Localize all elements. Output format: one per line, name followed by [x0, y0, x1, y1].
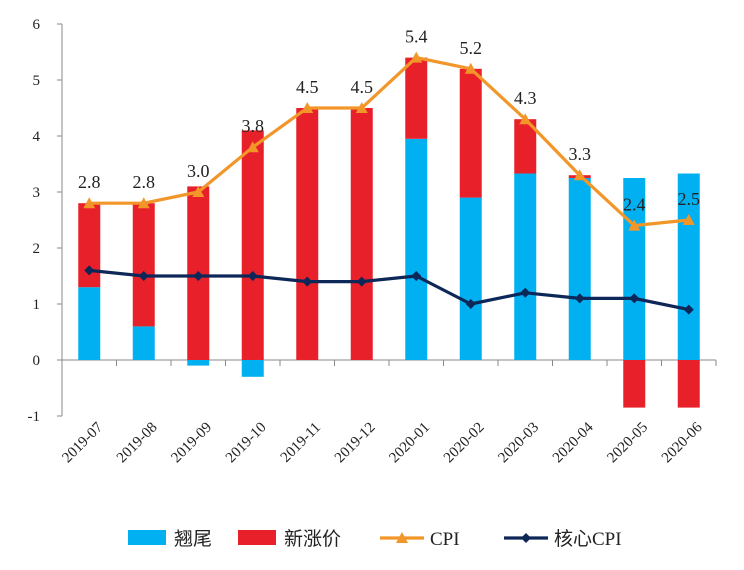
x-tick-label: 2020-04 [550, 419, 597, 466]
legend-label-core-cpi: 核心CPI [554, 528, 622, 550]
labels-layer: 2.8 2.8 3.0 3.8 4.5 4.5 5.4 5.2 4.3 3.3 2.4 2.5 [78, 27, 700, 215]
y-tick-label: 2 [33, 241, 41, 257]
cpi-data-label-2019-11: 4.5 [296, 77, 319, 97]
legend-label-carryover: 翘尾 [174, 528, 212, 550]
x-tick-label: 2019-08 [114, 420, 161, 467]
core-cpi-point-2019-08 [138, 271, 149, 281]
cpi-data-label-2019-12: 4.5 [351, 77, 374, 97]
core-cpi-point-2020-02 [465, 299, 476, 309]
cpi-point-2020-04 [573, 169, 586, 181]
bar-new-price-2019-10 [241, 130, 264, 360]
bar-carryover-2019-09 [187, 360, 210, 366]
x-tick-label: 2020-01 [386, 420, 433, 467]
cpi-data-label-2019-08: 2.8 [133, 172, 156, 192]
core-cpi-point-2020-05 [629, 293, 640, 304]
core-cpi-line [89, 268, 690, 312]
cpi-point-2019-09 [192, 186, 205, 197]
y-tick-label: -1 [28, 409, 41, 425]
cpi-point-2019-12 [355, 102, 368, 113]
core-cpi-point-2020-04 [574, 293, 585, 304]
x-tick-label: 2019-07 [59, 419, 106, 466]
x-tick-label: 2019-11 [278, 420, 324, 466]
cpi-point-2020-02 [464, 62, 477, 74]
cpi-data-label-2020-01: 5.4 [405, 27, 428, 47]
y-tick-label: 1 [33, 297, 41, 313]
core-cpi-point-2020-01 [411, 271, 422, 281]
legend: 翘尾 新涨价 CPI 核心CPI [128, 528, 622, 550]
bar-new-price-2020-05 [623, 360, 646, 408]
cpi-point-2019-11 [301, 102, 314, 113]
x-tick-label: 2020-02 [441, 420, 488, 467]
cpi-point-2019-10 [246, 141, 259, 153]
core-cpi-point-2019-09 [193, 271, 204, 281]
bar-new-price-2019-07 [78, 203, 101, 288]
core-cpi-point-2019-07 [84, 265, 95, 276]
x-tick-label: 2020-03 [495, 420, 542, 467]
bar-carryover-2020-02 [459, 197, 482, 360]
bar-new-price-2020-06 [677, 360, 700, 408]
bar-new-price-2019-11 [296, 108, 319, 360]
cpi-point-2020-06 [682, 214, 695, 225]
cpi-point-2020-03 [519, 113, 532, 125]
cpi-data-label-2019-10: 3.8 [242, 116, 265, 136]
lines-layer [83, 51, 695, 315]
y-tick-label: 0 [33, 353, 41, 369]
legend-marker-cpi [396, 532, 408, 543]
cpi-data-label-2020-06: 2.5 [678, 189, 701, 209]
core-cpi-point-2019-11 [302, 276, 313, 287]
legend-label-new-price: 新涨价 [284, 528, 341, 550]
cpi-point-2020-05 [628, 219, 641, 231]
bar-carryover-2019-10 [241, 360, 264, 377]
bar-new-price-2020-02 [459, 68, 482, 198]
x-tick-label: 2019-09 [168, 420, 215, 467]
x-tick-label: 2020-06 [659, 419, 706, 466]
legend-swatch-new-price [238, 530, 276, 545]
cpi-data-label-2020-02: 5.2 [460, 38, 483, 58]
cpi-data-label-2020-04: 3.3 [569, 144, 592, 164]
bar-new-price-2019-12 [350, 108, 373, 360]
x-tick-label: 2019-12 [332, 420, 379, 467]
cpi-point-2019-08 [137, 197, 150, 209]
cpi-data-label-2019-07: 2.8 [78, 172, 101, 192]
y-tick-label: 4 [33, 129, 41, 145]
x-tick-label: 2020-05 [604, 420, 651, 467]
bar-carryover-2019-07 [78, 287, 101, 360]
core-cpi-point-2020-06 [683, 304, 694, 315]
bar-new-price-2019-08 [132, 203, 155, 327]
bar-carryover-2020-03 [514, 173, 537, 360]
bar-new-price-2020-03 [514, 119, 537, 174]
legend-swatch-carryover [128, 530, 166, 545]
core-cpi-point-2019-10 [247, 271, 258, 281]
y-tick-label: 5 [33, 73, 41, 89]
bar-carryover-2020-04 [568, 178, 591, 360]
legend-label-cpi: CPI [430, 529, 460, 550]
cpi-data-label-2019-09: 3.0 [187, 161, 210, 181]
cpi-data-label-2020-05: 2.4 [623, 195, 646, 215]
bars-layer [78, 57, 700, 408]
cpi-point-2019-07 [83, 197, 96, 209]
legend-marker-core-cpi [521, 533, 531, 543]
bar-carryover-2020-01 [405, 138, 428, 360]
cpi-data-label-2020-03: 4.3 [514, 88, 537, 108]
core-cpi-point-2020-03 [520, 287, 531, 298]
bar-carryover-2019-08 [132, 326, 155, 360]
x-tick-label: 2019-10 [223, 420, 270, 467]
bar-new-price-2020-01 [405, 57, 428, 139]
y-tick-label: 3 [33, 185, 41, 201]
core-cpi-point-2019-12 [356, 276, 367, 287]
cpi-line [89, 55, 689, 228]
cpi-point-2020-01 [410, 51, 423, 63]
y-tick-label: 6 [33, 17, 41, 33]
